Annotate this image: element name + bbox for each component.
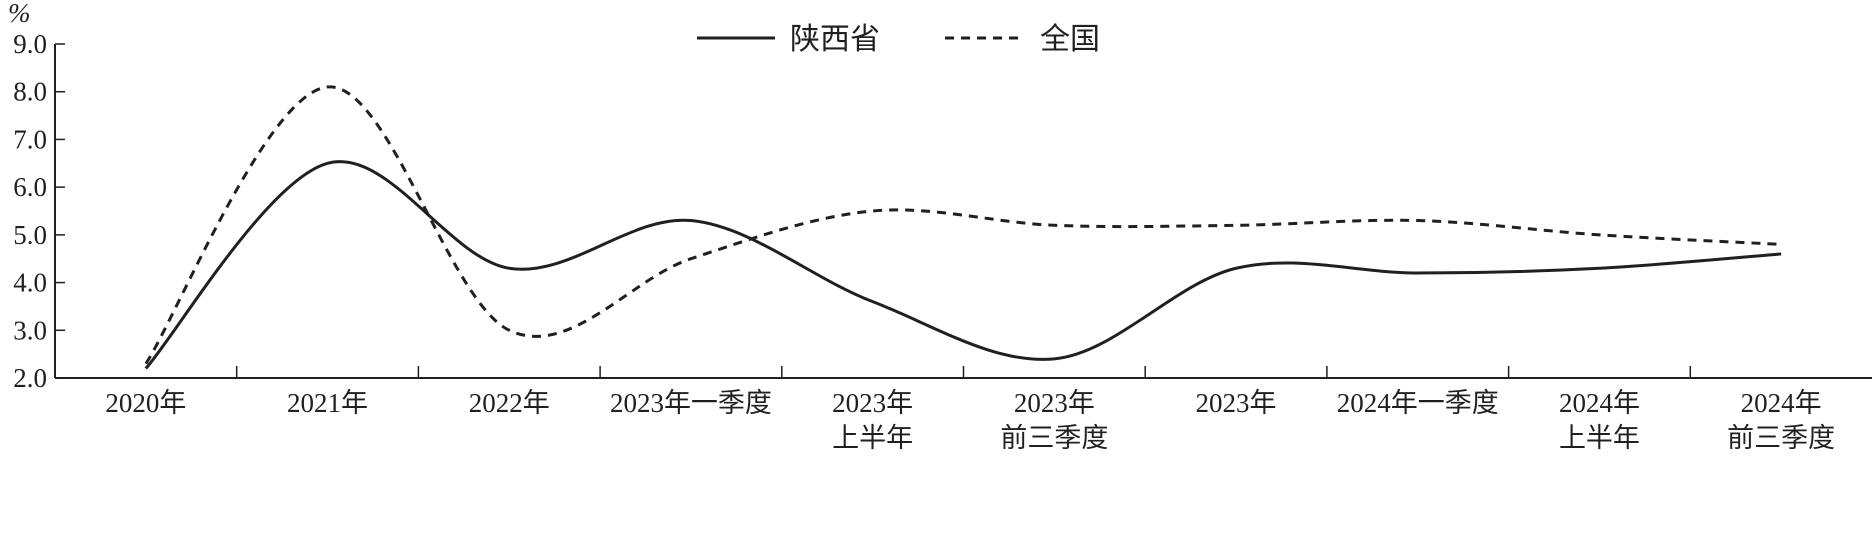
legend-label-1: 全国 [1040,23,1100,56]
x-tick-label: 2021年 [287,388,368,418]
x-tick-label: 2024年一季度 [1337,388,1499,418]
axes: 2.0 3.0 4.0 5.0 6.0 7.0 8.0 9.0% 2020年 2021年 2022年… [8,0,1872,453]
x-tick-label: 2024年前三季度 [1727,388,1835,453]
y-tick-label: 9.0 [13,29,47,59]
legend-label-0: 陕西省 [790,23,880,56]
y-tick-label: 4.0 [13,268,47,298]
x-tick-label: 2022年 [469,388,550,418]
y-tick-label: 7.0 [13,124,47,154]
series-line-1 [144,85,1782,365]
y-tick-label: 5.0 [13,220,47,250]
x-tick-label: 2023年一季度 [610,388,772,418]
x-tick-label: 2020年 [105,388,186,418]
x-tick-label: 2024年上半年 [1559,388,1640,453]
x-tick-label: 2023年前三季度 [1000,388,1108,453]
legend: 陕西省 全国 [697,23,1100,56]
y-tick-label: 3.0 [13,315,47,345]
x-tick-label: 2023年 [1196,388,1277,418]
y-tick-label: 6.0 [13,172,47,202]
x-tick-label: 2023年上半年 [832,388,913,453]
y-tick-label: 8.0 [13,77,47,107]
y-tick-label: 2.0 [13,363,47,393]
y-axis-label: % [8,0,31,28]
series-line-0 [144,160,1782,370]
series-layer [144,85,1782,370]
